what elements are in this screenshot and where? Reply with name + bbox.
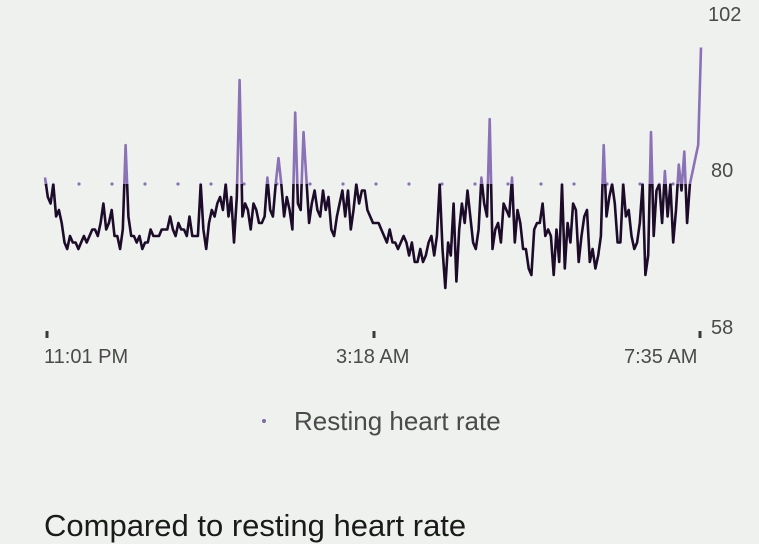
baseline-dot (77, 182, 81, 186)
baseline-dot (308, 182, 312, 186)
x-axis-tick (698, 331, 702, 338)
heart-rate-line-below-resting (44, 184, 692, 290)
baseline-dot (473, 182, 477, 186)
baseline-dot (506, 182, 510, 186)
baseline-dot (143, 182, 147, 186)
y-tick-label-baseline: 80 (711, 160, 733, 182)
x-axis-tick (372, 331, 376, 338)
baseline-dots (44, 182, 675, 186)
baseline-dot (176, 182, 180, 186)
baseline-dot (572, 182, 576, 186)
legend-dot-icon (262, 419, 266, 423)
baseline-dot (638, 182, 642, 186)
heart-rate-line-above-resting (43, 47, 703, 184)
baseline-dot (407, 182, 411, 186)
heart-rate-chart: 102 80 58 11:01 PM 3:18 AM 7:35 AM (43, 4, 741, 368)
section-title: Compared to resting heart rate (44, 508, 467, 543)
baseline-dot (671, 182, 675, 186)
y-tick-label-min: 58 (711, 317, 733, 339)
x-tick-label-middle: 3:18 AM (336, 346, 409, 368)
baseline-dot (209, 182, 213, 186)
x-tick-label-end: 7:35 AM (624, 346, 697, 368)
legend-label: Resting heart rate (294, 405, 501, 436)
heart-rate-line (43, 47, 703, 290)
baseline-dot (242, 182, 246, 186)
baseline-dot (539, 182, 543, 186)
chart-legend: Resting heart rate (262, 404, 501, 438)
baseline-dot (440, 182, 444, 186)
baseline-dot (110, 182, 114, 186)
baseline-dot (374, 182, 378, 186)
baseline-dot (341, 182, 345, 186)
x-tick-label-start: 11:01 PM (44, 346, 128, 368)
x-axis-tick (45, 331, 49, 338)
y-tick-label-max: 102 (708, 4, 741, 26)
x-axis (45, 331, 702, 338)
heart-rate-chart-svg: 102 80 58 11:01 PM 3:18 AM 7:35 AM (43, 4, 741, 368)
